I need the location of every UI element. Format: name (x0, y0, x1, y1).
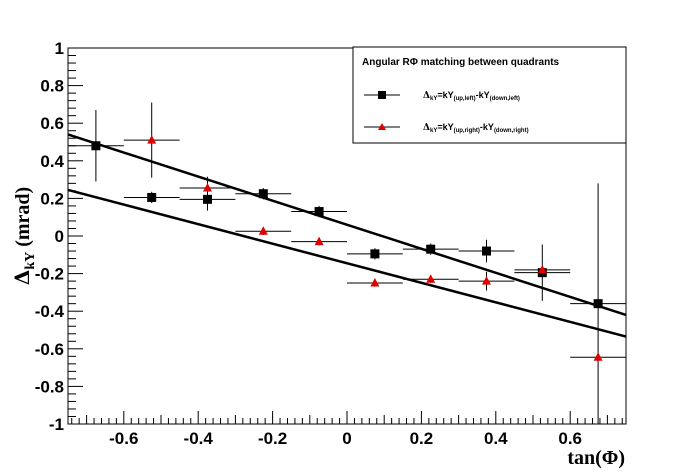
legend: Angular RΦ matching between quadrants Δk… (352, 46, 627, 144)
x-tick-label: 0.6 (558, 429, 582, 448)
data-point-square (370, 249, 380, 259)
y-tick-label: -1 (49, 415, 64, 434)
y-axis-tick-labels: -1 -0.8 -0.6 -0.4 -0.2 0 0.2 0.4 0.6 0.8 1 (35, 39, 65, 434)
data-point-square (203, 194, 212, 204)
legend-entry-left: ΔkY=kY(up,left)-kY(down,left) (423, 90, 520, 102)
y-axis-ticks (68, 47, 83, 425)
data-point-square (147, 192, 157, 202)
data-point-triangle (537, 264, 547, 274)
data-point-triangle (203, 183, 212, 192)
data-point-triangle (258, 226, 268, 235)
legend-marker-triangle (378, 123, 386, 130)
data-point-square (258, 189, 268, 199)
x-tick-label: -0.4 (184, 429, 214, 448)
data-point-triangle (426, 274, 436, 283)
y-axis-title-main: Δ (10, 270, 34, 286)
y-tick-label: 0 (55, 227, 64, 246)
fit-line-series-2 (67, 188, 627, 338)
x-tick-label: 0.2 (410, 429, 434, 448)
data-point-triangle (593, 352, 603, 361)
data-point-triangle (147, 135, 157, 144)
data-point-square (593, 299, 603, 309)
y-axis-title-sub: kY (23, 252, 38, 270)
data-point-triangle (482, 276, 491, 285)
svg-text:ΔkY(mrad): ΔkY (mrad) (10, 187, 38, 285)
x-tick-label: -0.6 (109, 429, 138, 448)
x-tick-label: 0 (342, 429, 351, 448)
fit-line-series-1 (67, 133, 627, 317)
data-point-square (482, 246, 491, 256)
x-tick-label: 0.4 (484, 429, 508, 448)
legend-entry-right: ΔkY=kY(up,right)-kY(down,right) (423, 122, 529, 134)
fit-lines (67, 133, 627, 338)
y-axis-title-unit: (mrad) (12, 187, 34, 247)
data-markers (91, 135, 603, 361)
x-tick-label: -0.2 (258, 429, 287, 448)
y-tick-label: -0.8 (35, 377, 64, 396)
y-tick-label: 0.8 (40, 77, 64, 96)
y-axis-title: ΔkY (mrad) (10, 187, 38, 285)
legend-marker-square (378, 91, 386, 99)
data-point-square (426, 244, 436, 254)
data-point-triangle (314, 236, 324, 246)
y-tick-label: 1 (55, 39, 64, 58)
x-axis-tick-labels: -0.6 -0.4 -0.2 0 0.2 0.4 0.6 (109, 429, 582, 448)
y-tick-label: -0.6 (35, 340, 64, 359)
data-point-square (314, 207, 324, 217)
data-point-square (91, 141, 101, 151)
y-tick-label: 0.4 (40, 152, 64, 171)
y-tick-label: 0.6 (40, 114, 64, 133)
y-tick-label: -0.2 (35, 265, 64, 284)
y-tick-label: 0.2 (40, 189, 64, 208)
legend-title: Angular RΦ matching between quadrants (362, 57, 560, 68)
data-point-triangle (370, 278, 380, 287)
y-tick-label: -0.4 (35, 302, 65, 321)
x-axis-ticks (71, 411, 623, 424)
x-axis-title: tan(Φ) (567, 447, 625, 469)
